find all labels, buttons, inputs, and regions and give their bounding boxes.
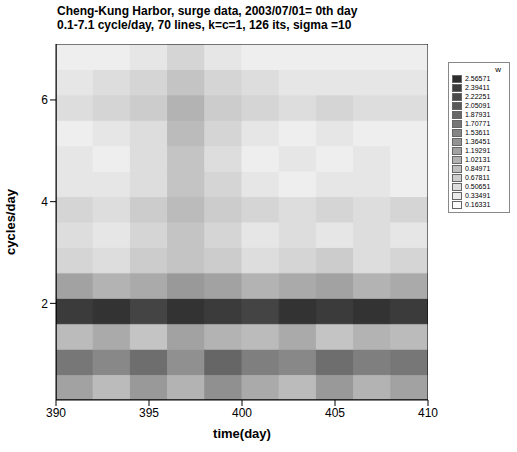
html-text:1.19291: 1.19291 xyxy=(465,147,491,154)
html-text:2.22251: 2.22251 xyxy=(465,93,491,100)
html-text:0.50651: 0.50651 xyxy=(465,183,491,190)
svg-text:405: 405 xyxy=(325,406,345,420)
svg-text:time(day): time(day) xyxy=(213,426,271,441)
svg-text:6: 6 xyxy=(41,93,48,107)
html-text:1.70771: 1.70771 xyxy=(465,120,491,127)
html-text:1.87931: 1.87931 xyxy=(465,111,491,118)
svg-text:410: 410 xyxy=(418,406,438,420)
html-text:0.16331: 0.16331 xyxy=(465,201,491,208)
svg-text:cycles/day: cycles/day xyxy=(3,188,18,255)
html-text:Cheng-Kung Harbor, surge data,: Cheng-Kung Harbor, surge data, 2003/07/0… xyxy=(57,4,358,18)
html-text:0.67811: 0.67811 xyxy=(465,174,490,181)
svg-text:2: 2 xyxy=(41,297,48,311)
html-text:2.56571: 2.56571 xyxy=(465,75,491,82)
html-text:1.02131: 1.02131 xyxy=(465,156,491,163)
html-text:2.39411: 2.39411 xyxy=(465,84,490,91)
svg-text:395: 395 xyxy=(139,406,159,420)
html-text:0.84971: 0.84971 xyxy=(465,165,491,172)
svg-text:400: 400 xyxy=(232,406,252,420)
html-text:2.05091: 2.05091 xyxy=(465,102,491,109)
html-text:1.36451: 1.36451 xyxy=(465,138,491,145)
html-text:0.33491: 0.33491 xyxy=(465,192,491,199)
svg-text:390: 390 xyxy=(46,406,66,420)
html-text:1.53611: 1.53611 xyxy=(465,129,490,136)
svg-text:4: 4 xyxy=(41,195,48,209)
html-text:w: w xyxy=(495,65,501,74)
html-text:0.1-7.1 cycle/day, 70 lines, k: 0.1-7.1 cycle/day, 70 lines, k=c=1, 126 … xyxy=(57,18,352,32)
